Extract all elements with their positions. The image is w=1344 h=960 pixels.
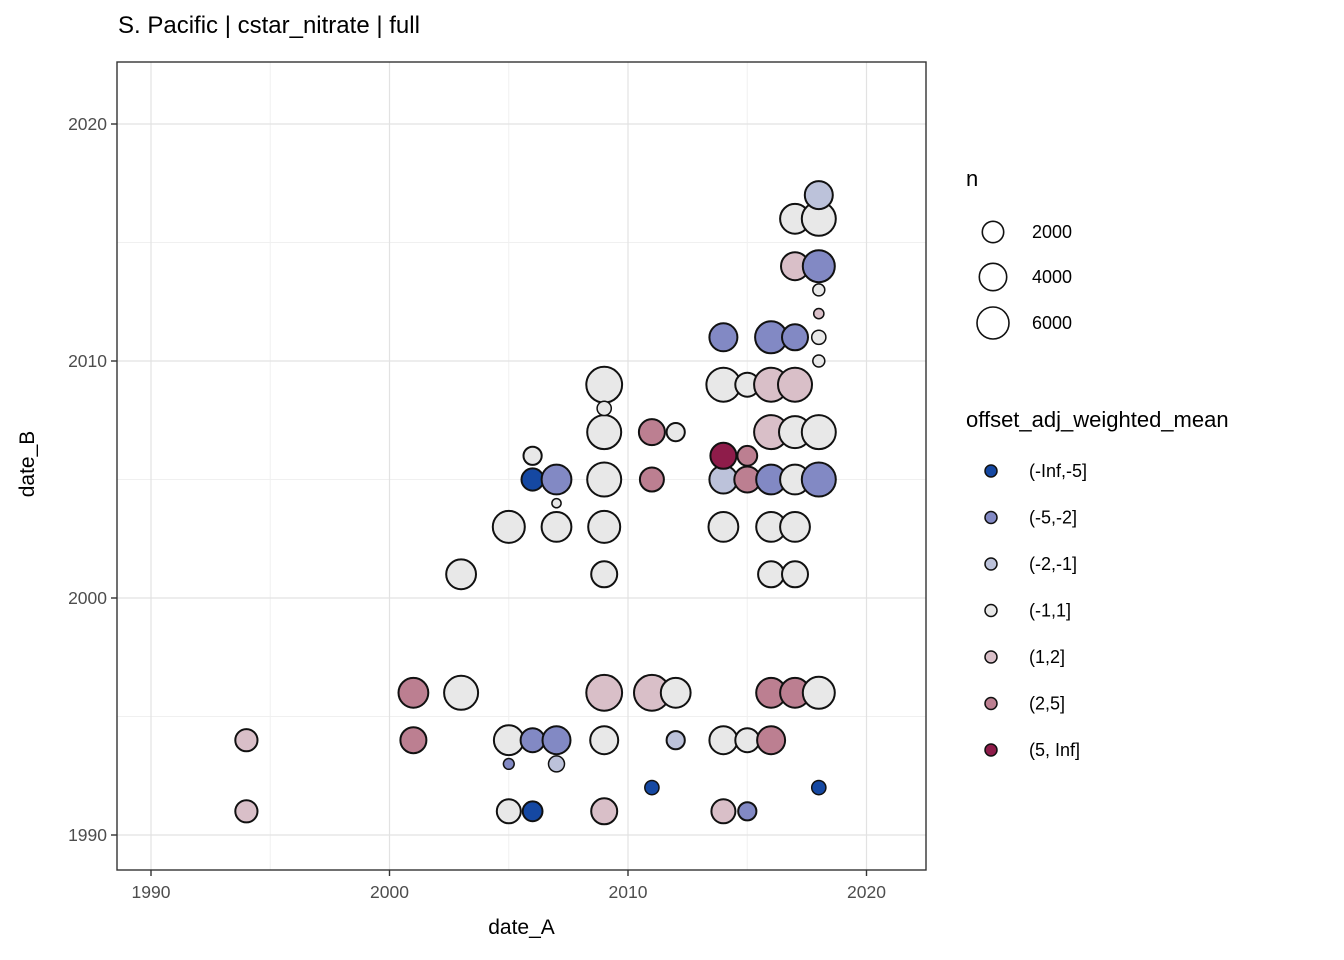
data-point (665, 730, 686, 751)
y-tick-label: 1990 (68, 825, 107, 845)
color-legend-label: (-5,-2] (1029, 508, 1077, 528)
color-legend-title: offset_adj_weighted_mean (966, 407, 1229, 432)
data-point (492, 724, 525, 757)
data-point (399, 726, 428, 755)
size-legend-label: 2000 (1032, 222, 1072, 242)
data-point (541, 725, 572, 756)
data-point (519, 727, 546, 754)
data-point (234, 799, 259, 824)
data-point (638, 466, 665, 493)
color-legend-key (984, 696, 998, 711)
data-point (540, 463, 573, 496)
y-tick-label: 2000 (68, 588, 107, 608)
size-legend-key (976, 306, 1010, 340)
data-point (779, 511, 811, 543)
data-point (520, 467, 545, 492)
data-point (445, 558, 478, 591)
data-point (665, 422, 686, 443)
color-legend-label: (-2,-1] (1029, 554, 1077, 574)
color-legend-label: (-Inf,-5] (1029, 461, 1087, 481)
x-tick-label: 2020 (847, 882, 886, 902)
data-point (707, 511, 740, 543)
data-point (644, 779, 660, 796)
data-point (810, 329, 827, 346)
data-point (491, 509, 526, 544)
data-point (810, 779, 827, 796)
data-point (734, 727, 761, 754)
size-legend-key (978, 262, 1008, 292)
data-point (709, 441, 738, 470)
y-tick-label: 2010 (68, 351, 107, 371)
size-legend-label: 4000 (1032, 267, 1072, 287)
data-point (757, 560, 786, 589)
data-point (800, 461, 837, 498)
data-point (587, 509, 622, 544)
data-point (540, 511, 573, 543)
data-point (397, 676, 430, 709)
data-point (522, 445, 543, 466)
data-point (756, 725, 787, 756)
data-point (736, 444, 759, 467)
color-legend-label: (1,2] (1029, 647, 1065, 667)
data-point (586, 461, 623, 498)
data-point (502, 757, 515, 771)
data-point (637, 418, 666, 447)
data-point (585, 673, 624, 712)
data-point (547, 755, 566, 773)
color-legend-key (984, 743, 998, 757)
data-point (781, 560, 809, 589)
color-legend-key (984, 603, 998, 618)
data-point (777, 366, 813, 403)
x-axis-title: date_A (488, 916, 555, 939)
color-legend-key (984, 510, 998, 525)
data-point (234, 728, 259, 753)
data-point (659, 676, 692, 709)
data-point (586, 414, 623, 451)
data-point (710, 798, 737, 825)
data-point (812, 283, 826, 297)
size-legend-title: n (966, 166, 979, 191)
x-tick-label: 2000 (370, 882, 409, 902)
data-point (708, 725, 739, 756)
data-point (803, 180, 834, 211)
data-point (495, 798, 522, 825)
x-tick-label: 1990 (132, 882, 171, 902)
color-legend-key (984, 464, 998, 478)
data-point (443, 674, 480, 711)
data-point (590, 797, 619, 826)
data-point (551, 497, 562, 509)
color-legend-label: (-1,1] (1029, 601, 1071, 621)
data-point (801, 249, 836, 284)
color-legend-label: (5, Inf] (1029, 740, 1080, 760)
data-point (737, 801, 758, 822)
color-legend-key (984, 650, 998, 664)
y-tick-label: 2020 (68, 114, 107, 134)
data-point (590, 560, 619, 589)
data-point (781, 323, 809, 352)
data-point (708, 322, 739, 353)
x-tick-label: 2010 (609, 882, 648, 902)
panel-border (116, 61, 927, 871)
data-point (800, 414, 837, 451)
data-point (801, 675, 836, 710)
data-point (589, 725, 620, 756)
data-point (585, 365, 624, 404)
size-legend-key (981, 220, 1005, 244)
color-legend-key (984, 557, 998, 571)
chart-title: S. Pacific | cstar_nitrate | full (118, 12, 420, 39)
data-point (812, 307, 825, 320)
data-point (812, 354, 826, 368)
data-point (596, 400, 613, 417)
data-point (521, 800, 544, 823)
size-legend-label: 6000 (1032, 313, 1072, 333)
color-legend-label: (2,5] (1029, 694, 1065, 714)
